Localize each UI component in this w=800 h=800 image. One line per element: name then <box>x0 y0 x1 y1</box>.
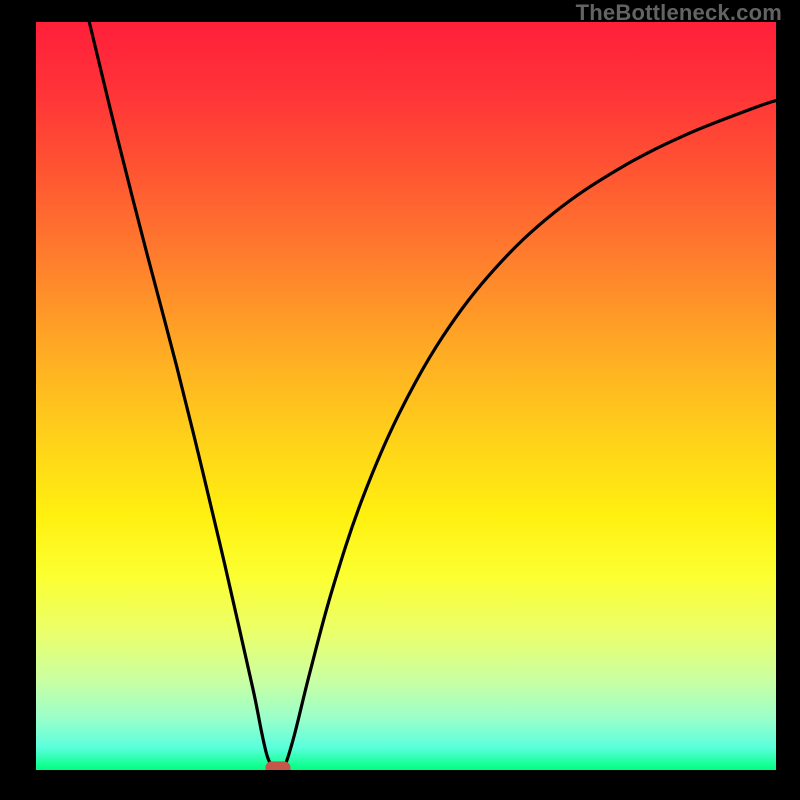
bottleneck-chart-frame: TheBottleneck.com <box>0 0 800 800</box>
watermark-text: TheBottleneck.com <box>576 0 782 26</box>
bottleneck-chart-svg <box>0 0 800 800</box>
plot-background <box>36 22 776 770</box>
